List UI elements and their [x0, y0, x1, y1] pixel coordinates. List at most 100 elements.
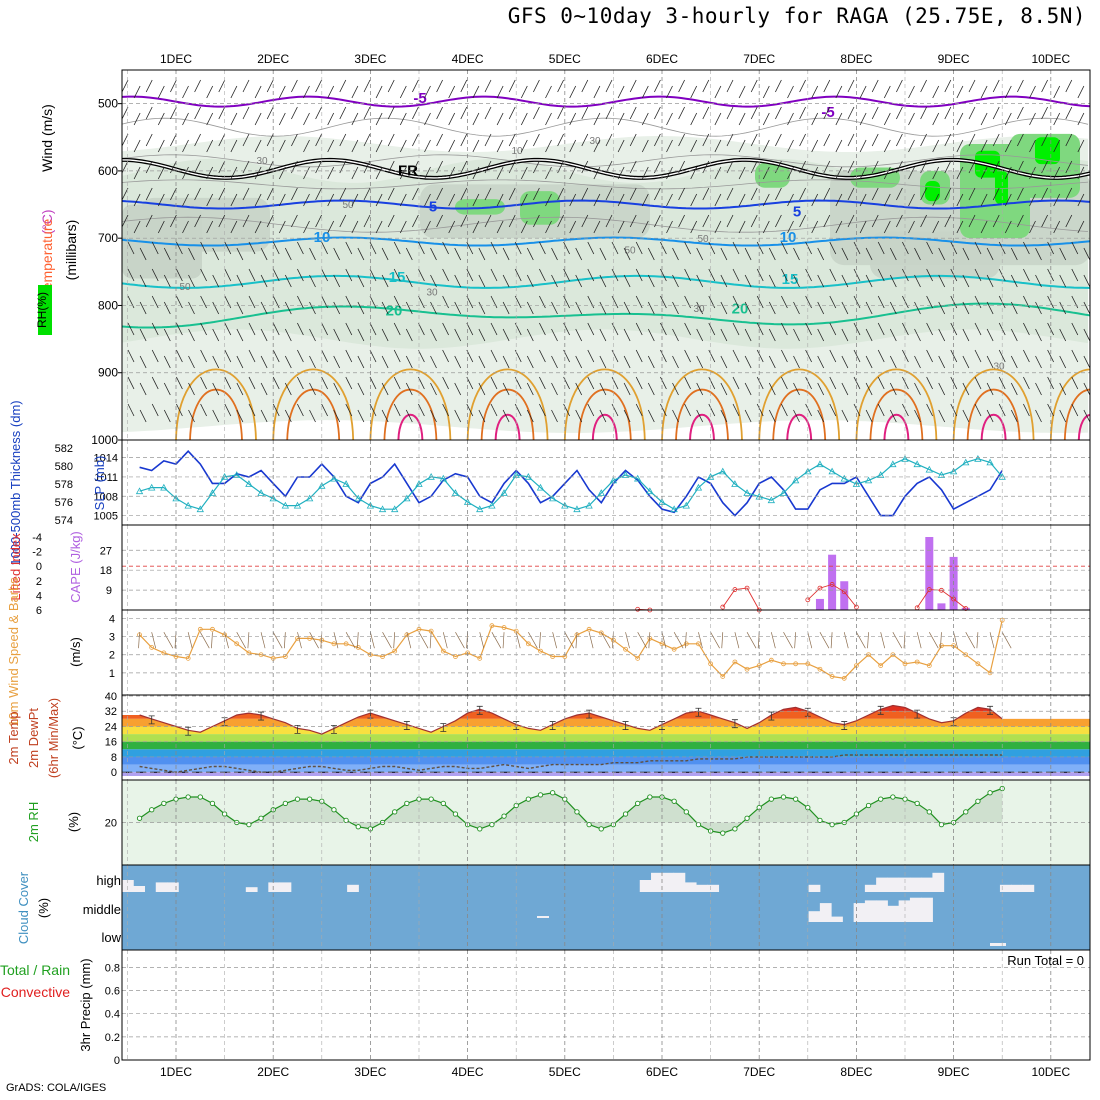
wind-barb: [799, 214, 806, 228]
hot-contour: [786, 413, 813, 440]
thickness-point: [403, 494, 411, 502]
wind-barb: [212, 328, 220, 342]
wind-barb-10m: [661, 632, 667, 649]
wind-barb: [157, 220, 165, 234]
wind-barb: [581, 214, 589, 228]
wind-barb: [938, 328, 946, 342]
thickness-point: [548, 494, 557, 502]
wind-barb: [393, 376, 401, 390]
wind-barb: [551, 328, 558, 342]
wind-barb: [896, 187, 903, 201]
cloud-bar-high: [696, 884, 708, 892]
wind-barb: [1004, 193, 1012, 207]
warm-contour: [175, 368, 257, 440]
thickness-point: [172, 494, 180, 502]
wind-barb: [448, 193, 456, 207]
wind-barb: [974, 268, 982, 282]
wind-barb: [1029, 220, 1036, 234]
wind-barb: [448, 139, 456, 153]
wind-barb: [629, 79, 637, 93]
wind-barb: [418, 268, 425, 282]
wind-barb: [520, 139, 528, 153]
wind-barb: [502, 382, 510, 396]
wind-barb: [793, 355, 800, 369]
rh-point: [209, 800, 216, 807]
cloud-yunit: (%): [36, 898, 51, 918]
wind-barb: [938, 409, 946, 423]
wind-tick: 3: [109, 632, 115, 644]
wind-barb: [278, 193, 286, 207]
wind-barb: [635, 241, 643, 255]
wind-barb: [1059, 382, 1067, 396]
wind-barb: [992, 79, 1000, 93]
wind-barb: [896, 79, 903, 93]
wind-barb: [424, 193, 431, 207]
wind-barb: [599, 409, 607, 423]
wind-barb: [678, 187, 685, 201]
wind-barb: [865, 247, 873, 261]
wind-barb: [218, 187, 226, 201]
wind-barb: [1041, 187, 1048, 201]
wind-barb: [375, 85, 383, 99]
wind-barb: [1065, 214, 1073, 228]
temp-tick: 24: [105, 721, 117, 733]
precip-total-label: Total / Rain: [0, 962, 70, 978]
wind-barb: [1035, 355, 1042, 369]
cloud-bar-high: [133, 886, 146, 892]
wind-barb: [1083, 409, 1090, 423]
wind-barb: [309, 247, 316, 261]
wind-barb: [539, 349, 546, 363]
wind-barb: [853, 268, 861, 282]
wind-barb: [593, 166, 601, 180]
wind-barb: [738, 112, 746, 126]
cloud-bar-high: [864, 884, 877, 892]
wind-barb: [883, 193, 891, 207]
wind-barb: [369, 349, 377, 363]
wind-barb: [333, 382, 341, 396]
wind-barb: [127, 376, 135, 390]
wind-barb: [393, 268, 401, 282]
wind-barb: [623, 382, 631, 396]
wind-barb: [1077, 112, 1085, 126]
thickness-point: [621, 471, 630, 478]
wind-barb: [224, 349, 232, 363]
wind-barb: [775, 133, 782, 147]
wind-barb: [920, 79, 927, 93]
wind-barb: [926, 241, 933, 255]
wind-barb: [829, 295, 837, 309]
temp-minmax-bar: [403, 721, 410, 730]
wind-barb: [877, 322, 885, 336]
wind-barb: [666, 166, 673, 180]
warm-contour: [855, 368, 938, 440]
wind-barb: [1017, 187, 1024, 201]
wind-barb: [454, 355, 462, 369]
wind-barb: [599, 328, 607, 342]
wind-barb: [811, 139, 819, 153]
thickness-point: [949, 467, 958, 475]
wind-barb: [920, 187, 927, 201]
rh-tick: 20: [105, 818, 117, 830]
wind-barb: [889, 274, 897, 288]
wind-barb: [702, 106, 710, 120]
wind-barb-10m: [575, 632, 578, 649]
wind-barb-10m: [721, 632, 724, 649]
wind-barb: [756, 241, 764, 255]
rh-contour: [122, 117, 1089, 137]
wind-barb-10m: [539, 632, 541, 649]
li-tick: -2: [32, 547, 42, 559]
wind-barb: [768, 274, 776, 288]
wind-barb: [369, 295, 377, 309]
wind-barb: [218, 79, 226, 93]
temp-minmax-bar: [914, 709, 921, 719]
wind-barb: [484, 106, 492, 120]
wind-barb: [460, 106, 468, 120]
wind-barb: [623, 328, 631, 342]
wind-barb-10m: [297, 632, 302, 649]
wind-barb: [194, 106, 201, 120]
wind-barb: [1004, 166, 1012, 180]
wind-barb: [956, 139, 964, 153]
wind-barb: [1017, 133, 1024, 147]
wind-barb: [533, 160, 540, 174]
rh-label: 50: [342, 200, 354, 211]
wind-barb: [272, 376, 280, 390]
